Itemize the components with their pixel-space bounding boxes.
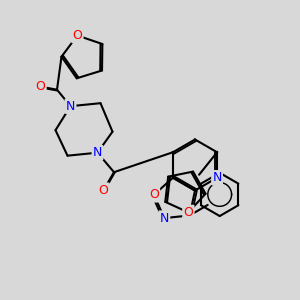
Text: N: N xyxy=(212,171,222,184)
Text: N: N xyxy=(66,100,75,113)
Text: N: N xyxy=(160,212,169,225)
Text: O: O xyxy=(149,188,159,201)
Text: O: O xyxy=(72,29,82,42)
Text: N: N xyxy=(93,146,102,159)
Text: O: O xyxy=(183,206,193,219)
Text: O: O xyxy=(99,184,108,197)
Text: O: O xyxy=(36,80,45,93)
